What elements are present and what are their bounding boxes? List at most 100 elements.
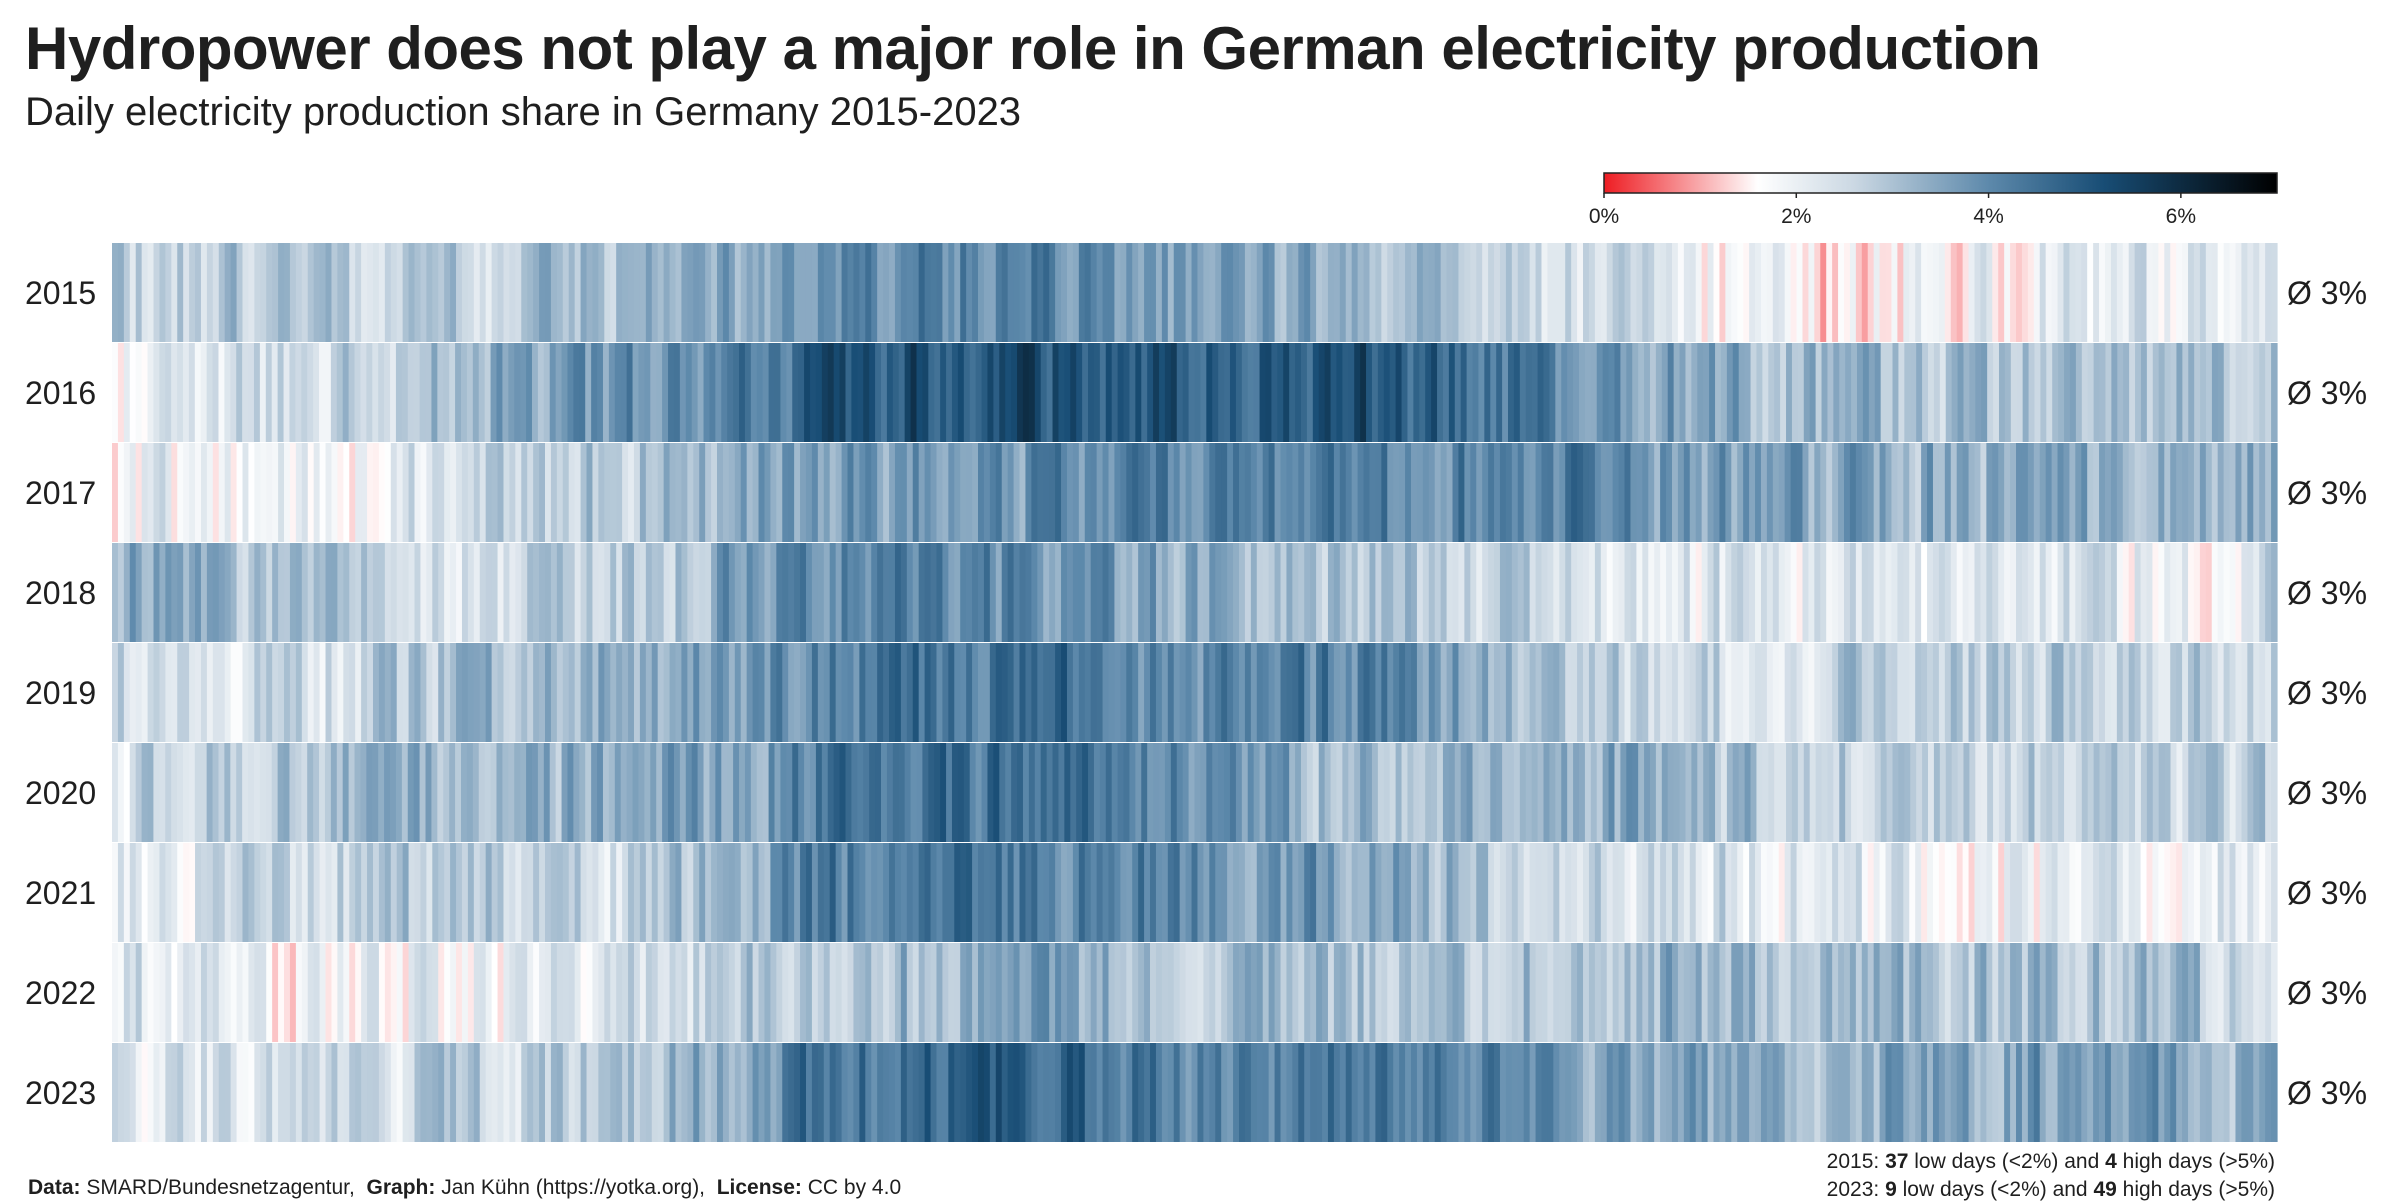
- day-cell: [1434, 643, 1442, 742]
- day-cell: [2140, 543, 2148, 642]
- day-cell: [1689, 1043, 1697, 1142]
- day-cell: [260, 543, 267, 642]
- day-cell: [1594, 443, 1602, 542]
- day-cell: [1268, 643, 1276, 742]
- day-cell: [969, 343, 977, 442]
- day-cell: [260, 643, 267, 742]
- day-cell: [2152, 543, 2159, 642]
- day-cell: [762, 743, 770, 842]
- day-cell: [1938, 843, 1946, 942]
- day-cell: [2099, 243, 2106, 342]
- day-cell: [1411, 243, 1418, 342]
- day-cell: [1224, 343, 1231, 442]
- day-cell: [2211, 643, 2219, 742]
- day-cell: [1725, 843, 1732, 942]
- day-cell: [402, 843, 410, 942]
- day-cell: [1375, 943, 1382, 1042]
- day-cell: [2164, 543, 2171, 642]
- day-cell: [817, 243, 825, 342]
- day-cell: [527, 543, 534, 642]
- day-cell: [2110, 643, 2118, 742]
- day-cell: [562, 643, 570, 742]
- day-cell: [1679, 743, 1687, 842]
- day-cell: [2104, 1043, 2112, 1142]
- day-cell: [954, 643, 961, 742]
- day-cell: [1689, 643, 1697, 742]
- day-cell: [1268, 943, 1276, 1042]
- day-cell: [1292, 643, 1299, 742]
- day-cell: [1927, 1043, 1934, 1142]
- day-cell: [171, 943, 178, 1042]
- day-cell: [989, 443, 997, 542]
- day-cell: [1393, 243, 1400, 342]
- day-cell: [2176, 943, 2183, 1042]
- day-cell: [1411, 443, 1418, 542]
- day-cell: [954, 443, 961, 542]
- day-cell: [687, 1043, 694, 1142]
- day-cell: [384, 743, 391, 842]
- day-cell: [1494, 1043, 1501, 1142]
- day-cell: [972, 1043, 979, 1142]
- day-cell: [871, 643, 878, 742]
- day-cell: [1541, 243, 1549, 342]
- day-cell: [2205, 543, 2213, 642]
- day-cell: [2034, 343, 2041, 442]
- day-cell: [1488, 1043, 1495, 1142]
- day-cell: [776, 943, 783, 1042]
- day-cell: [2152, 243, 2159, 342]
- day-cell: [2134, 543, 2142, 642]
- day-cell: [995, 543, 1003, 642]
- day-cell: [414, 843, 422, 942]
- day-cell: [278, 843, 285, 942]
- day-cell: [502, 343, 509, 442]
- day-cell: [1084, 443, 1092, 542]
- day-cell: [301, 343, 308, 442]
- day-cell: [1345, 843, 1353, 942]
- day-cell: [319, 943, 327, 1042]
- day-cell: [768, 343, 776, 442]
- day-cell: [1867, 643, 1875, 742]
- day-cell: [1082, 743, 1089, 842]
- day-cell: [1638, 343, 1645, 442]
- day-cell: [336, 343, 344, 442]
- day-cell: [2182, 643, 2189, 742]
- day-cell: [1535, 243, 1543, 342]
- day-cell: [1405, 543, 1412, 642]
- day-cell: [206, 243, 214, 342]
- day-cell: [568, 243, 576, 342]
- day-cell: [1797, 743, 1805, 842]
- day-cell: [313, 343, 320, 442]
- day-cell: [224, 943, 232, 1042]
- day-cell: [912, 843, 920, 942]
- day-cell: [1227, 543, 1234, 642]
- day-cell: [337, 643, 344, 742]
- day-cell: [1120, 543, 1127, 642]
- day-cell: [1138, 243, 1145, 342]
- day-cell: [1022, 343, 1030, 442]
- day-cell: [1090, 443, 1098, 542]
- day-cell: [284, 243, 291, 342]
- day-cell: [1147, 743, 1154, 842]
- day-cell: [1304, 943, 1311, 1042]
- day-cell: [2058, 343, 2065, 442]
- day-cell: [930, 843, 938, 942]
- average-label: Ø 3%: [2287, 675, 2367, 711]
- day-cell: [319, 543, 327, 642]
- day-cell: [1150, 643, 1157, 742]
- day-cell: [2021, 943, 2029, 1042]
- day-cell: [1732, 343, 1740, 442]
- day-cell: [1256, 1043, 1264, 1142]
- day-cell: [1974, 543, 1982, 642]
- day-cell: [1031, 643, 1038, 742]
- day-cell: [1762, 743, 1769, 842]
- day-cell: [567, 743, 574, 842]
- day-cell: [556, 943, 564, 1042]
- day-cell: [853, 243, 860, 342]
- day-cell: [877, 1043, 884, 1142]
- day-cell: [467, 243, 475, 342]
- day-cell: [195, 843, 202, 942]
- day-cell: [1120, 943, 1127, 1042]
- day-cell: [1215, 943, 1222, 1042]
- day-cell: [2027, 443, 2035, 542]
- day-cell: [1719, 243, 1726, 342]
